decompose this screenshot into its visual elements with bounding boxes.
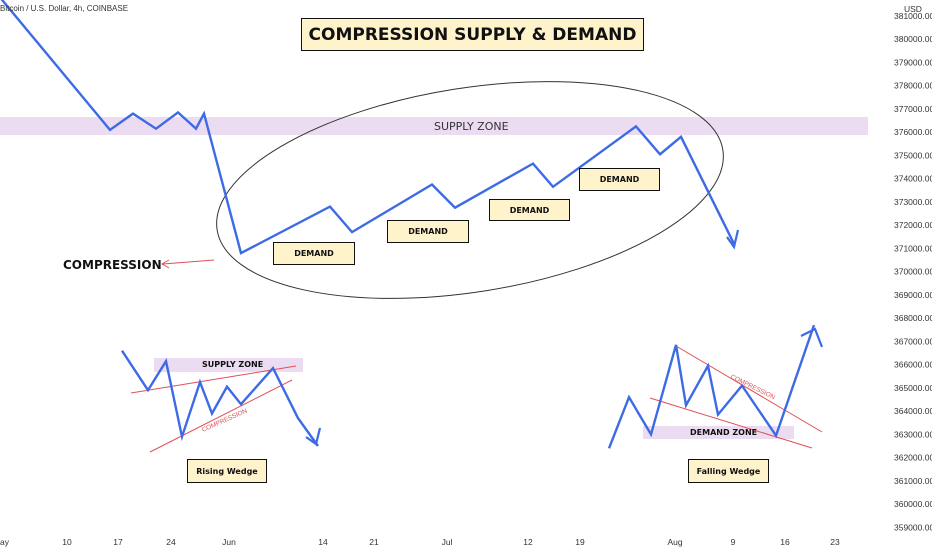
price-tick-label: 363000.00	[894, 429, 932, 439]
price-line-series-1	[0, 0, 736, 255]
demand-label-1: DEMAND	[273, 242, 355, 265]
time-tick-label: 10	[62, 537, 72, 547]
price-tick-label: 364000.00	[894, 406, 932, 416]
time-tick-label: ay	[0, 537, 10, 547]
compression-ellipse	[216, 81, 724, 299]
demand-label-3: DEMAND	[489, 199, 570, 221]
compression-arrowhead	[160, 259, 170, 269]
rising-wedge-label: Rising Wedge	[187, 459, 267, 483]
time-tick-label: 9	[731, 537, 736, 547]
falling-wedge-demand-zone-label: DEMAND ZONE	[690, 428, 758, 437]
price-line-series-2	[120, 350, 319, 447]
falling-wedge-compression-label: COMPRESSION	[729, 374, 776, 402]
rising-wedge-compression-label: COMPRESSION	[201, 407, 249, 433]
rising-wedge-upper-line	[130, 365, 297, 394]
supply-zone-band	[0, 117, 868, 135]
time-tick-label: 19	[575, 537, 585, 547]
time-tick-label: 21	[369, 537, 379, 547]
price-line-series-3	[607, 324, 816, 449]
price-tick-label: 366000.00	[894, 360, 932, 370]
main-down-arrowhead	[726, 229, 740, 250]
price-series-layer	[0, 0, 816, 449]
price-tick-label: 378000.00	[894, 81, 932, 91]
time-tick-label: 23	[830, 537, 840, 547]
price-tick-label: 381000.00	[894, 11, 932, 21]
price-tick-label: 372000.00	[894, 220, 932, 230]
demand-label-2: DEMAND	[387, 220, 469, 243]
compression-arrow	[162, 259, 215, 265]
price-tick-label: 362000.00	[894, 453, 932, 463]
price-tick-label: 377000.00	[894, 104, 932, 114]
time-tick-label: Jun	[222, 537, 236, 547]
rising-wedge-supply-zone-label: SUPPLY ZONE	[202, 360, 264, 369]
price-tick-label: 367000.00	[894, 336, 932, 346]
falling-wedge-lower-line	[649, 397, 813, 449]
currency-label: USD	[904, 4, 922, 14]
price-tick-label: 359000.00	[894, 522, 932, 532]
price-tick-label: 369000.00	[894, 290, 932, 300]
price-tick-label: 374000.00	[894, 174, 932, 184]
price-axis: 359000.00 360000.00 361000.00 362000.00 3630…	[894, 11, 932, 533]
rising-wedge-supply-zone	[154, 358, 303, 372]
price-tick-label: 376000.00	[894, 127, 932, 137]
falling-wedge-upper-line	[675, 345, 823, 433]
price-tick-label: 370000.00	[894, 267, 932, 277]
price-tick-label: 379000.00	[894, 57, 932, 67]
time-tick-label: 17	[113, 537, 123, 547]
time-tick-label: 14	[318, 537, 328, 547]
compression-label: COMPRESSION	[63, 258, 162, 272]
price-tick-label: 373000.00	[894, 197, 932, 207]
price-tick-label: 361000.00	[894, 476, 932, 486]
demand-label-4: DEMAND	[579, 168, 660, 191]
price-tick-label: 360000.00	[894, 499, 932, 509]
time-tick-label: 16	[780, 537, 790, 547]
price-tick-label: 371000.00	[894, 243, 932, 253]
rising-wedge-lower-line	[149, 379, 293, 453]
time-tick-label: Jul	[442, 537, 453, 547]
rising-wedge-down-arrowhead	[305, 427, 322, 446]
chart-title: COMPRESSION SUPPLY & DEMAND	[301, 18, 644, 51]
time-axis: ay 10 17 24 Jun 14 21 Jul 12 19 Aug 9 16 23	[0, 537, 840, 547]
falling-wedge-up-arrowhead	[800, 327, 824, 348]
price-tick-label: 365000.00	[894, 383, 932, 393]
price-tick-label: 380000.00	[894, 34, 932, 44]
time-tick-label: 24	[166, 537, 176, 547]
time-tick-label: Aug	[667, 537, 682, 547]
falling-wedge-demand-zone	[643, 426, 794, 439]
symbol-info: Bitcoin / U.S. Dollar, 4h, COINBASE	[0, 4, 129, 13]
falling-wedge-label: Falling Wedge	[688, 459, 769, 483]
price-tick-label: 368000.00	[894, 313, 932, 323]
supply-zone-label: SUPPLY ZONE	[434, 120, 509, 133]
time-tick-label: 12	[523, 537, 533, 547]
price-tick-label: 375000.00	[894, 150, 932, 160]
